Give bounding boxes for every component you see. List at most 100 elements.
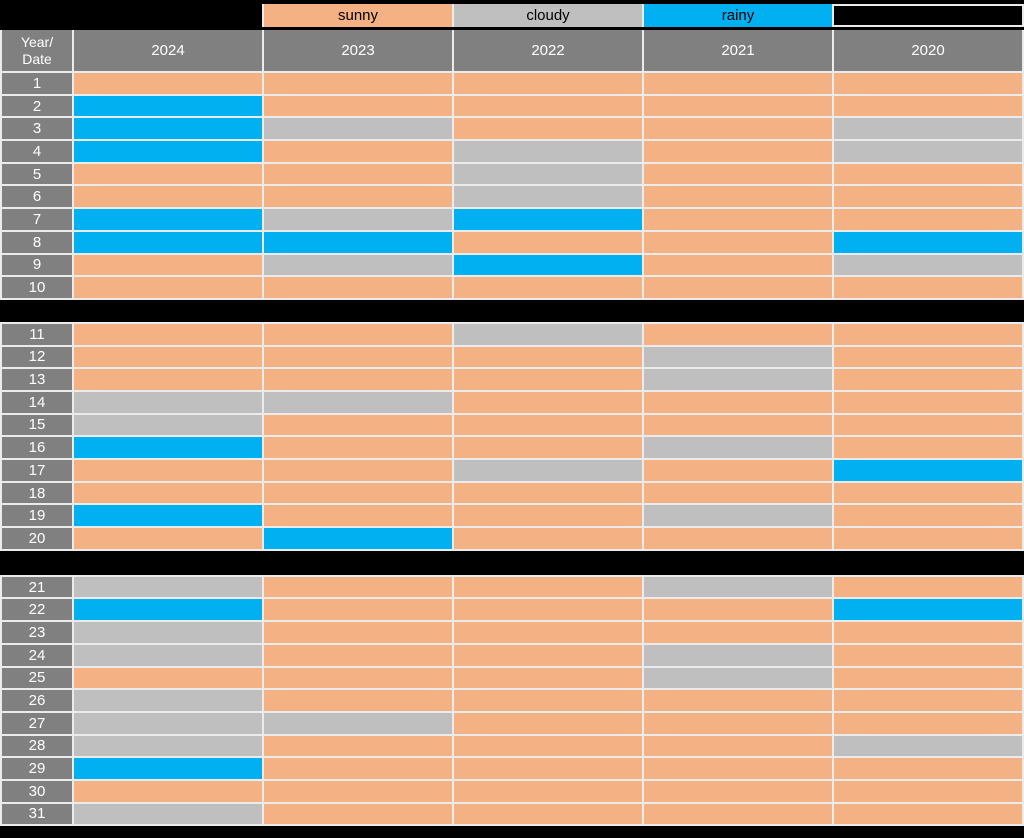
weather-cell-2020-day13 xyxy=(834,369,1022,390)
weather-cell-2024-day2 xyxy=(74,95,262,117)
weather-cell-2021-day11 xyxy=(644,323,832,345)
weather-cell-2022-day17 xyxy=(454,460,642,481)
weather-cell-2024-day21 xyxy=(74,576,262,598)
weather-cell-2021-day2 xyxy=(644,95,832,117)
weather-cell-2021-day4 xyxy=(644,141,832,162)
date-label-26: 26 xyxy=(2,690,72,711)
date-label-14: 14 xyxy=(2,391,72,413)
weather-cell-2024-day20 xyxy=(74,528,262,549)
weather-cell-2021-day23 xyxy=(644,622,832,643)
weather-cell-2024-day26 xyxy=(74,690,262,711)
weather-cell-2020-day20 xyxy=(834,528,1022,549)
date-label-29: 29 xyxy=(2,758,72,779)
weather-cell-2020-day22 xyxy=(834,599,1022,621)
weather-cell-2022-day4 xyxy=(454,141,642,162)
legend-sunny-label: sunny xyxy=(337,7,379,24)
weather-cell-2021-day31 xyxy=(644,803,832,825)
weather-cell-2021-day6 xyxy=(644,186,832,208)
weather-cell-2020-day1 xyxy=(834,73,1022,94)
weather-cell-2023-day13 xyxy=(264,369,452,390)
weather-cell-2022-day13 xyxy=(454,369,642,390)
weather-cell-2022-day8 xyxy=(454,231,642,253)
weather-cell-2021-day18 xyxy=(644,482,832,504)
weather-cell-2020-day14 xyxy=(834,391,1022,413)
weather-cell-2021-day9 xyxy=(644,254,832,276)
year-header-2021: 2021 xyxy=(644,30,832,71)
date-label-1: 1 xyxy=(2,73,72,94)
weather-cell-2022-day6 xyxy=(454,186,642,208)
weather-cell-2024-day7 xyxy=(74,209,262,230)
weather-cell-2020-day25 xyxy=(834,667,1022,689)
weather-cell-2023-day9 xyxy=(264,254,452,276)
weather-cell-2022-day1 xyxy=(454,73,642,94)
weather-cell-2023-day14 xyxy=(264,391,452,413)
date-label-30: 30 xyxy=(2,780,72,802)
date-label-12: 12 xyxy=(2,346,72,368)
weather-cell-2023-day12 xyxy=(264,346,452,368)
weather-cell-2022-day27 xyxy=(454,712,642,734)
weather-cell-2020-day30 xyxy=(834,780,1022,802)
weather-cell-2022-day15 xyxy=(454,414,642,436)
weather-cell-2022-day21 xyxy=(454,576,642,598)
weather-cell-2024-day29 xyxy=(74,758,262,779)
date-label-11: 11 xyxy=(2,323,72,345)
weather-cell-2022-day16 xyxy=(454,437,642,458)
weather-cell-2024-day10 xyxy=(74,277,262,298)
weather-cell-2021-day17 xyxy=(644,460,832,481)
weather-cell-2021-day8 xyxy=(644,231,832,253)
weather-cell-2024-day13 xyxy=(74,369,262,390)
weather-cell-2020-day29 xyxy=(834,758,1022,779)
weather-cell-2023-day21 xyxy=(264,576,452,598)
weather-cell-2023-day3 xyxy=(264,118,452,140)
weather-cell-2021-day21 xyxy=(644,576,832,598)
table-header-row: Year/ Date 2024 2023 2022 2021 2020 xyxy=(0,30,1024,71)
weather-cell-2020-day31 xyxy=(834,803,1022,825)
legend: sunny cloudy rainy xyxy=(0,4,1024,27)
date-block-1: 1 2 3 4 5 6 7 8 9 10 xyxy=(0,71,1024,300)
weather-cell-2020-day8 xyxy=(834,231,1022,253)
legend-sunny-swatch: sunny xyxy=(262,4,452,27)
weather-cell-2022-day7 xyxy=(454,209,642,230)
weather-cell-2023-day31 xyxy=(264,803,452,825)
weather-cell-2023-day8 xyxy=(264,231,452,253)
date-label-19: 19 xyxy=(2,505,72,527)
weather-cell-2023-day1 xyxy=(264,73,452,94)
date-label-7: 7 xyxy=(2,209,72,230)
date-label-8: 8 xyxy=(2,231,72,253)
date-label-25: 25 xyxy=(2,667,72,689)
weather-cell-2023-day23 xyxy=(264,622,452,643)
date-label-4: 4 xyxy=(2,141,72,162)
weather-cell-2020-day11 xyxy=(834,323,1022,345)
corner-header-line2: Date xyxy=(22,50,52,67)
block-separator-2 xyxy=(0,550,1024,575)
weather-cell-2022-day29 xyxy=(454,758,642,779)
weather-cell-2020-day21 xyxy=(834,576,1022,598)
date-label-15: 15 xyxy=(2,414,72,436)
weather-cell-2021-day14 xyxy=(644,391,832,413)
weather-cell-2023-day17 xyxy=(264,460,452,481)
corner-header-year-date: Year/ Date xyxy=(2,30,72,71)
weather-cell-2020-day19 xyxy=(834,505,1022,527)
year-header-2024: 2024 xyxy=(74,30,262,71)
weather-cell-2020-day9 xyxy=(834,254,1022,276)
weather-cell-2020-day23 xyxy=(834,622,1022,643)
date-label-22: 22 xyxy=(2,599,72,621)
weather-cell-2023-day28 xyxy=(264,735,452,757)
date-label-20: 20 xyxy=(2,528,72,549)
weather-cell-2021-day1 xyxy=(644,73,832,94)
weather-cell-2023-day5 xyxy=(264,163,452,185)
weather-cell-2024-day17 xyxy=(74,460,262,481)
legend-empty-slot xyxy=(832,4,1024,27)
date-label-24: 24 xyxy=(2,644,72,666)
top-margin xyxy=(0,0,1024,4)
weather-cell-2023-day20 xyxy=(264,528,452,549)
date-label-5: 5 xyxy=(2,163,72,185)
date-label-18: 18 xyxy=(2,482,72,504)
weather-cell-2021-day3 xyxy=(644,118,832,140)
weather-cell-2024-day27 xyxy=(74,712,262,734)
weather-cell-2024-day3 xyxy=(74,118,262,140)
weather-cell-2020-day17 xyxy=(834,460,1022,481)
weather-cell-2022-day28 xyxy=(454,735,642,757)
weather-cell-2021-day27 xyxy=(644,712,832,734)
